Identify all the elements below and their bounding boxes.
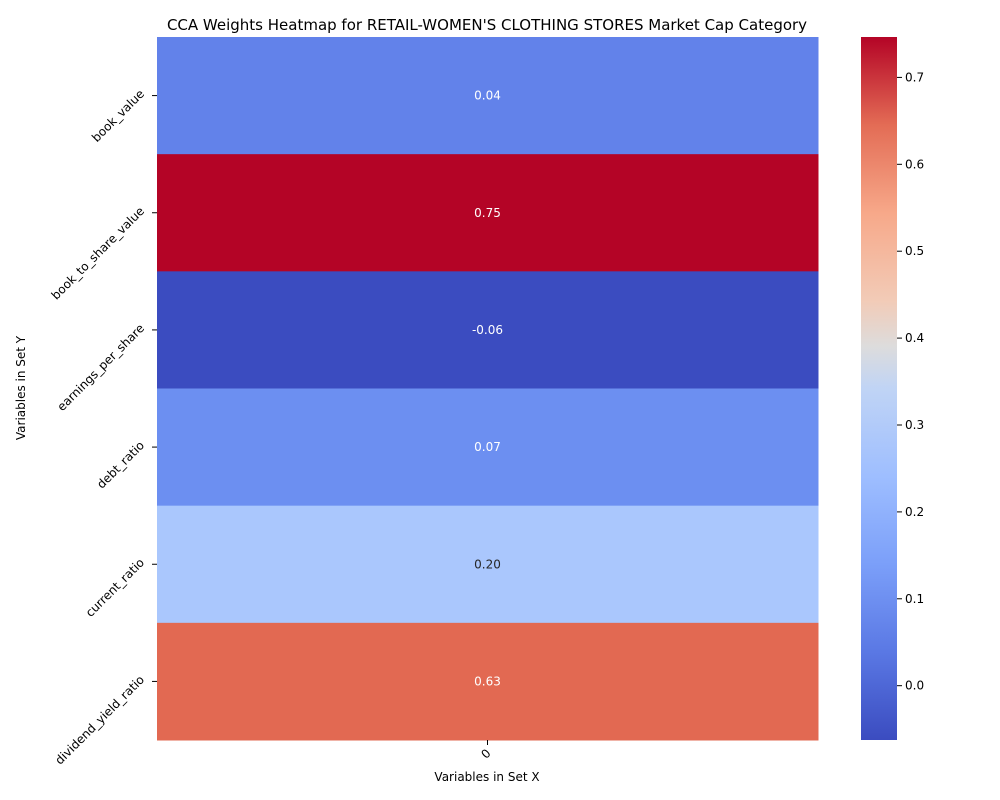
cell-value-label: 0.04 [474, 89, 501, 103]
colorbar-tick-label: 0.5 [905, 244, 924, 258]
y-tick-label: book_value [89, 87, 147, 145]
cell-value-label: -0.06 [472, 323, 503, 337]
heatmap-cell [157, 505, 819, 624]
heatmap-cell [157, 37, 819, 155]
y-tick-label: dividend_yield_ratio [52, 673, 147, 768]
cell-value-label: 0.07 [474, 440, 501, 454]
colorbar-tick-label: 0.1 [905, 592, 924, 606]
y-tick-label: current_ratio [83, 555, 147, 619]
y-axis-label: Variables in Set Y [14, 335, 28, 440]
cell-value-label: 0.63 [474, 674, 501, 688]
heatmap-cell [157, 154, 819, 272]
colorbar-tick-label: 0.6 [905, 157, 924, 171]
y-tick-label: earnings_per_share [54, 321, 147, 414]
cell-value-label: 0.20 [474, 557, 501, 571]
y-axis: book_value book_to_share_value earnings_pe… [49, 87, 157, 768]
colorbar-gradient [861, 37, 897, 740]
colorbar: 0.0 0.1 0.2 0.3 0.4 0.5 0.6 0.7 [861, 37, 924, 740]
colorbar-tick-label: 0.4 [905, 331, 924, 345]
colorbar-tick-label: 0.3 [905, 418, 924, 432]
x-tick-label: 0 [478, 746, 493, 761]
colorbar-tick-label: 0.2 [905, 505, 924, 519]
heatmap-cell [157, 388, 819, 507]
heatmap-cell [157, 622, 819, 741]
cell-value-label: 0.75 [474, 206, 501, 220]
colorbar-tick-label: 0.7 [905, 70, 924, 84]
x-axis-label: Variables in Set X [434, 770, 539, 784]
chart-title: CCA Weights Heatmap for RETAIL-WOMEN'S C… [167, 16, 807, 34]
heatmap-cell [157, 271, 819, 389]
y-tick-label: debt_ratio [94, 438, 147, 491]
y-tick-label: book_to_share_value [49, 204, 148, 303]
x-axis: 0 [478, 740, 494, 762]
heatmap-cells: 0.04 0.75 -0.06 0.07 0.20 0.63 [157, 37, 819, 741]
colorbar-tick-label: 0.0 [905, 679, 924, 693]
